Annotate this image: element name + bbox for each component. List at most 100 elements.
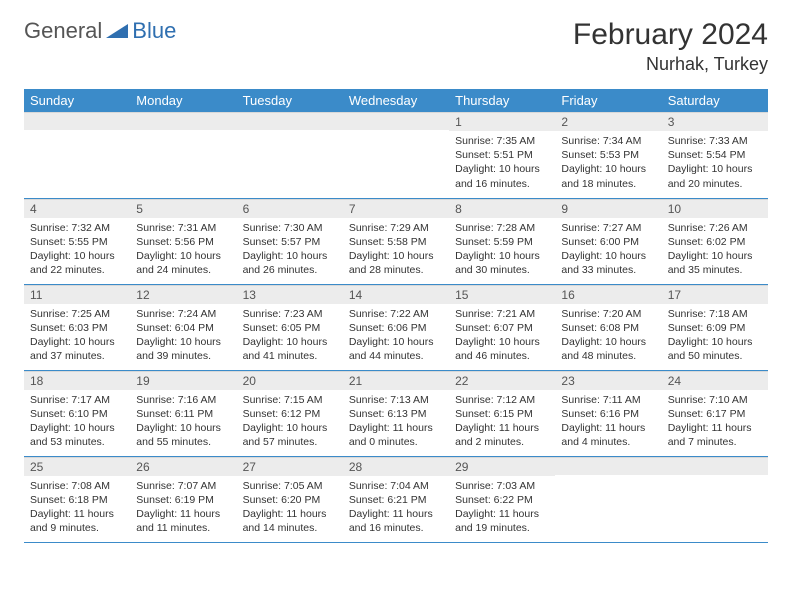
sunset-line: Sunset: 6:15 PM [455, 407, 549, 421]
sunset-line: Sunset: 6:13 PM [349, 407, 443, 421]
day-body: Sunrise: 7:20 AMSunset: 6:08 PMDaylight:… [555, 304, 661, 368]
sunset-line: Sunset: 6:16 PM [561, 407, 655, 421]
day-body: Sunrise: 7:23 AMSunset: 6:05 PMDaylight:… [237, 304, 343, 368]
sunrise-line: Sunrise: 7:25 AM [30, 307, 124, 321]
sunrise-line: Sunrise: 7:30 AM [243, 221, 337, 235]
day-body: Sunrise: 7:29 AMSunset: 5:58 PMDaylight:… [343, 218, 449, 282]
day-number: 3 [662, 112, 768, 131]
calendar-row: 1Sunrise: 7:35 AMSunset: 5:51 PMDaylight… [24, 112, 768, 198]
day-body: Sunrise: 7:04 AMSunset: 6:21 PMDaylight:… [343, 476, 449, 540]
daylight-line: Daylight: 10 hours and 39 minutes. [136, 335, 230, 363]
day-body-empty [662, 475, 768, 535]
day-body: Sunrise: 7:11 AMSunset: 6:16 PMDaylight:… [555, 390, 661, 454]
logo-text-blue: Blue [132, 18, 176, 44]
sunset-line: Sunset: 6:18 PM [30, 493, 124, 507]
sunrise-line: Sunrise: 7:26 AM [668, 221, 762, 235]
day-body: Sunrise: 7:03 AMSunset: 6:22 PMDaylight:… [449, 476, 555, 540]
daylight-line: Daylight: 10 hours and 28 minutes. [349, 249, 443, 277]
calendar-cell: 16Sunrise: 7:20 AMSunset: 6:08 PMDayligh… [555, 284, 661, 370]
day-number-empty [555, 457, 661, 475]
calendar-cell: 2Sunrise: 7:34 AMSunset: 5:53 PMDaylight… [555, 112, 661, 198]
sunset-line: Sunset: 5:53 PM [561, 148, 655, 162]
sunrise-line: Sunrise: 7:08 AM [30, 479, 124, 493]
sunrise-line: Sunrise: 7:20 AM [561, 307, 655, 321]
day-number-empty [662, 457, 768, 475]
sunset-line: Sunset: 6:04 PM [136, 321, 230, 335]
sunrise-line: Sunrise: 7:18 AM [668, 307, 762, 321]
sunrise-line: Sunrise: 7:17 AM [30, 393, 124, 407]
calendar-cell: 13Sunrise: 7:23 AMSunset: 6:05 PMDayligh… [237, 284, 343, 370]
weekday-header: Friday [555, 89, 661, 112]
day-number: 12 [130, 285, 236, 304]
daylight-line: Daylight: 10 hours and 41 minutes. [243, 335, 337, 363]
day-number: 11 [24, 285, 130, 304]
sunrise-line: Sunrise: 7:24 AM [136, 307, 230, 321]
daylight-line: Daylight: 10 hours and 50 minutes. [668, 335, 762, 363]
calendar-cell: 1Sunrise: 7:35 AMSunset: 5:51 PMDaylight… [449, 112, 555, 198]
daylight-line: Daylight: 11 hours and 2 minutes. [455, 421, 549, 449]
daylight-line: Daylight: 10 hours and 57 minutes. [243, 421, 337, 449]
sunset-line: Sunset: 5:56 PM [136, 235, 230, 249]
sunrise-line: Sunrise: 7:32 AM [30, 221, 124, 235]
calendar-cell [343, 112, 449, 198]
title-block: February 2024 Nurhak, Turkey [573, 18, 768, 75]
sunset-line: Sunset: 6:22 PM [455, 493, 549, 507]
calendar-cell: 7Sunrise: 7:29 AMSunset: 5:58 PMDaylight… [343, 198, 449, 284]
weekday-header: Tuesday [237, 89, 343, 112]
sunrise-line: Sunrise: 7:04 AM [349, 479, 443, 493]
sunrise-line: Sunrise: 7:03 AM [455, 479, 549, 493]
daylight-line: Daylight: 11 hours and 16 minutes. [349, 507, 443, 535]
day-number: 4 [24, 199, 130, 218]
day-body: Sunrise: 7:26 AMSunset: 6:02 PMDaylight:… [662, 218, 768, 282]
day-number: 27 [237, 457, 343, 476]
daylight-line: Daylight: 10 hours and 26 minutes. [243, 249, 337, 277]
day-number: 20 [237, 371, 343, 390]
calendar-cell: 28Sunrise: 7:04 AMSunset: 6:21 PMDayligh… [343, 456, 449, 542]
sunrise-line: Sunrise: 7:05 AM [243, 479, 337, 493]
day-number: 18 [24, 371, 130, 390]
sunset-line: Sunset: 6:06 PM [349, 321, 443, 335]
day-body: Sunrise: 7:13 AMSunset: 6:13 PMDaylight:… [343, 390, 449, 454]
sunrise-line: Sunrise: 7:10 AM [668, 393, 762, 407]
calendar-cell [555, 456, 661, 542]
day-number: 8 [449, 199, 555, 218]
sunset-line: Sunset: 6:17 PM [668, 407, 762, 421]
sunset-line: Sunset: 6:03 PM [30, 321, 124, 335]
sunset-line: Sunset: 5:51 PM [455, 148, 549, 162]
sunrise-line: Sunrise: 7:16 AM [136, 393, 230, 407]
sunset-line: Sunset: 5:58 PM [349, 235, 443, 249]
day-number: 15 [449, 285, 555, 304]
day-body: Sunrise: 7:12 AMSunset: 6:15 PMDaylight:… [449, 390, 555, 454]
weekday-header-row: SundayMondayTuesdayWednesdayThursdayFrid… [24, 89, 768, 112]
sunrise-line: Sunrise: 7:23 AM [243, 307, 337, 321]
sunset-line: Sunset: 6:21 PM [349, 493, 443, 507]
day-body: Sunrise: 7:15 AMSunset: 6:12 PMDaylight:… [237, 390, 343, 454]
sunrise-line: Sunrise: 7:07 AM [136, 479, 230, 493]
weekday-header: Wednesday [343, 89, 449, 112]
daylight-line: Daylight: 11 hours and 11 minutes. [136, 507, 230, 535]
day-body: Sunrise: 7:28 AMSunset: 5:59 PMDaylight:… [449, 218, 555, 282]
calendar-cell: 19Sunrise: 7:16 AMSunset: 6:11 PMDayligh… [130, 370, 236, 456]
calendar-cell: 11Sunrise: 7:25 AMSunset: 6:03 PMDayligh… [24, 284, 130, 370]
daylight-line: Daylight: 10 hours and 24 minutes. [136, 249, 230, 277]
calendar-cell: 3Sunrise: 7:33 AMSunset: 5:54 PMDaylight… [662, 112, 768, 198]
sunrise-line: Sunrise: 7:11 AM [561, 393, 655, 407]
daylight-line: Daylight: 10 hours and 16 minutes. [455, 162, 549, 190]
day-body: Sunrise: 7:17 AMSunset: 6:10 PMDaylight:… [24, 390, 130, 454]
day-number: 19 [130, 371, 236, 390]
day-body-empty [130, 130, 236, 190]
calendar-cell: 29Sunrise: 7:03 AMSunset: 6:22 PMDayligh… [449, 456, 555, 542]
day-number: 6 [237, 199, 343, 218]
sunset-line: Sunset: 6:05 PM [243, 321, 337, 335]
daylight-line: Daylight: 10 hours and 20 minutes. [668, 162, 762, 190]
day-number: 26 [130, 457, 236, 476]
sunrise-line: Sunrise: 7:28 AM [455, 221, 549, 235]
day-body: Sunrise: 7:24 AMSunset: 6:04 PMDaylight:… [130, 304, 236, 368]
sunset-line: Sunset: 6:11 PM [136, 407, 230, 421]
calendar-body: 1Sunrise: 7:35 AMSunset: 5:51 PMDaylight… [24, 112, 768, 542]
sunrise-line: Sunrise: 7:12 AM [455, 393, 549, 407]
calendar-row: 18Sunrise: 7:17 AMSunset: 6:10 PMDayligh… [24, 370, 768, 456]
day-number-empty [130, 112, 236, 130]
sunset-line: Sunset: 6:19 PM [136, 493, 230, 507]
day-body: Sunrise: 7:34 AMSunset: 5:53 PMDaylight:… [555, 131, 661, 195]
